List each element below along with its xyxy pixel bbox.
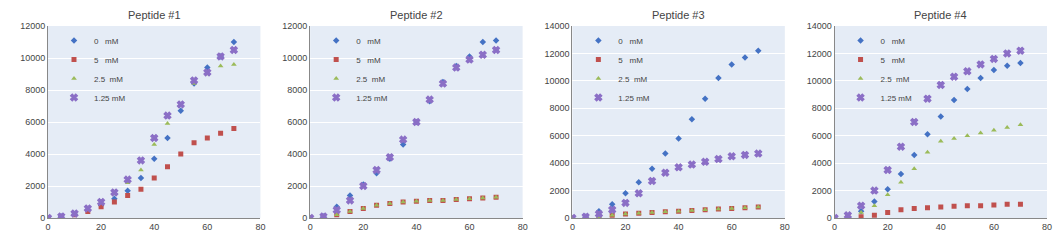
svg-text:2.5 mM: 2.5 mM: [881, 75, 910, 84]
svg-text:0 mM: 0 mM: [94, 37, 119, 46]
svg-text:6000: 6000: [812, 131, 832, 141]
svg-text:60: 60: [202, 222, 212, 232]
svg-text:80: 80: [780, 222, 790, 232]
svg-text:1.25 mM: 1.25 mM: [881, 94, 912, 103]
svg-text:80: 80: [1042, 222, 1052, 232]
svg-text:12000: 12000: [20, 21, 45, 31]
svg-text:12000: 12000: [807, 49, 832, 59]
svg-text:40: 40: [674, 222, 684, 232]
svg-text:60: 60: [465, 222, 475, 232]
svg-text:1.25 mM: 1.25 mM: [94, 94, 125, 103]
svg-text:2000: 2000: [287, 181, 307, 191]
svg-text:60: 60: [989, 222, 999, 232]
svg-text:0 mM: 0 mM: [356, 37, 381, 46]
svg-text:2.5 mM: 2.5 mM: [356, 75, 385, 84]
svg-text:10000: 10000: [807, 76, 832, 86]
svg-text:0: 0: [827, 213, 832, 223]
svg-text:20: 20: [358, 222, 368, 232]
svg-text:0: 0: [40, 213, 45, 223]
svg-text:2000: 2000: [812, 186, 832, 196]
svg-text:80: 80: [255, 222, 265, 232]
svg-text:14000: 14000: [545, 21, 570, 31]
svg-text:20: 20: [96, 222, 106, 232]
svg-text:6000: 6000: [550, 131, 570, 141]
svg-text:4000: 4000: [550, 158, 570, 168]
svg-text:0: 0: [570, 222, 575, 232]
svg-text:8000: 8000: [287, 85, 307, 95]
svg-text:Peptide #4: Peptide #4: [914, 9, 967, 21]
svg-text:2.5 mM: 2.5 mM: [94, 75, 123, 84]
svg-text:Peptide #3: Peptide #3: [652, 9, 705, 21]
svg-text:0: 0: [565, 213, 570, 223]
svg-text:5 mM: 5 mM: [881, 56, 906, 65]
svg-text:20: 20: [620, 222, 630, 232]
svg-text:0: 0: [45, 222, 50, 232]
svg-text:0: 0: [308, 222, 313, 232]
svg-text:5 mM: 5 mM: [618, 56, 643, 65]
svg-text:8000: 8000: [812, 103, 832, 113]
svg-text:5 mM: 5 mM: [356, 56, 381, 65]
svg-text:40: 40: [411, 222, 421, 232]
svg-text:10000: 10000: [20, 53, 45, 63]
svg-text:80: 80: [518, 222, 528, 232]
svg-text:2000: 2000: [550, 186, 570, 196]
svg-text:2.5 mM: 2.5 mM: [618, 75, 647, 84]
svg-text:12000: 12000: [545, 49, 570, 59]
svg-text:4000: 4000: [25, 149, 45, 159]
svg-text:20: 20: [883, 222, 893, 232]
svg-text:14000: 14000: [807, 21, 832, 31]
svg-text:0 mM: 0 mM: [618, 37, 643, 46]
svg-text:4000: 4000: [287, 149, 307, 159]
svg-text:0: 0: [832, 222, 837, 232]
svg-text:10000: 10000: [282, 53, 307, 63]
svg-text:8000: 8000: [550, 103, 570, 113]
svg-text:6000: 6000: [287, 117, 307, 127]
svg-text:5 mM: 5 mM: [94, 56, 119, 65]
svg-text:40: 40: [936, 222, 946, 232]
svg-text:1.25 mM: 1.25 mM: [618, 94, 649, 103]
svg-text:60: 60: [727, 222, 737, 232]
svg-text:8000: 8000: [25, 85, 45, 95]
svg-text:Peptide #2: Peptide #2: [390, 9, 443, 21]
svg-text:10000: 10000: [545, 76, 570, 86]
svg-text:1.25 mM: 1.25 mM: [356, 94, 387, 103]
svg-text:40: 40: [149, 222, 159, 232]
svg-text:Peptide #1: Peptide #1: [128, 9, 181, 21]
svg-text:0 mM: 0 mM: [881, 37, 906, 46]
svg-text:0: 0: [302, 213, 307, 223]
svg-text:6000: 6000: [25, 117, 45, 127]
svg-text:2000: 2000: [25, 181, 45, 191]
svg-text:4000: 4000: [812, 158, 832, 168]
svg-text:12000: 12000: [282, 21, 307, 31]
